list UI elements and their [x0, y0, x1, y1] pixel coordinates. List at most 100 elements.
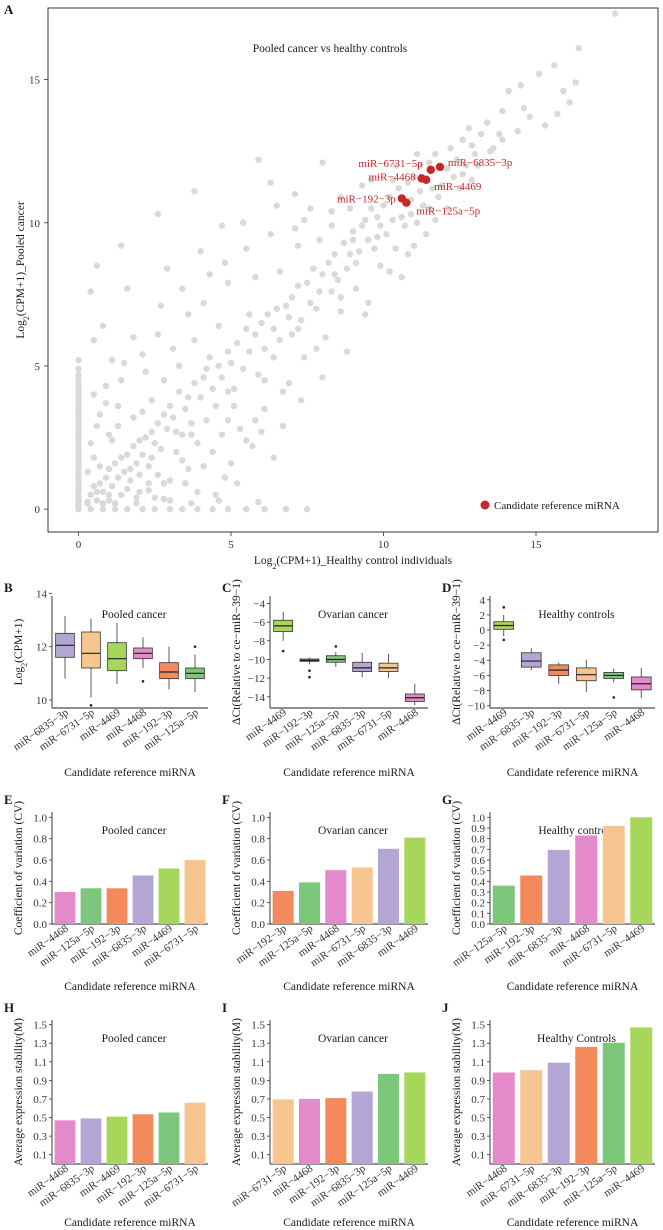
- bar: [404, 837, 426, 924]
- point-annotation: miR−125a−5p: [416, 206, 480, 218]
- y-tick-label: −6: [473, 670, 485, 682]
- x-axis-label: Candidate reference miRNA: [64, 1217, 196, 1229]
- data-point: [200, 299, 207, 307]
- data-point: [337, 294, 344, 301]
- data-point: [163, 265, 171, 272]
- data-point: [166, 497, 174, 504]
- y-tick-label: 12: [36, 642, 47, 654]
- y-tick-label: 0.9: [471, 1075, 485, 1087]
- y-tick-label: 0.9: [251, 1075, 265, 1087]
- data-point: [270, 454, 277, 461]
- data-point: [90, 482, 97, 490]
- data-point: [362, 311, 369, 318]
- data-point: [487, 147, 494, 155]
- y-tick-label: 1.3: [251, 1038, 265, 1050]
- chart-title: Healthy Controls: [537, 1033, 616, 1045]
- data-point: [212, 402, 219, 410]
- bar: [132, 1114, 154, 1164]
- data-point: [520, 105, 527, 112]
- y-tick-label: 0.7: [251, 1094, 265, 1106]
- y-tick-label: −14: [248, 692, 266, 704]
- outlier-point: [502, 638, 506, 642]
- data-point: [224, 279, 232, 287]
- data-point: [288, 294, 296, 301]
- data-point: [133, 500, 140, 507]
- x-axis-label-prefix: Log: [254, 555, 273, 567]
- data-point: [282, 505, 290, 513]
- y-tick-label: 0.8: [471, 834, 485, 846]
- data-point: [554, 110, 561, 118]
- data-point: [118, 454, 125, 461]
- data-point: [389, 216, 396, 224]
- panel-letter-f: F: [222, 792, 230, 807]
- data-point: [136, 437, 143, 444]
- data-point: [346, 251, 354, 258]
- data-point: [432, 216, 439, 224]
- data-point: [459, 136, 466, 143]
- data-point: [331, 271, 338, 278]
- highlight-point: [422, 175, 431, 185]
- y-tick-label: 0.2: [251, 898, 265, 910]
- y-tick-label: 0.7: [471, 844, 485, 856]
- data-point: [252, 331, 259, 338]
- box-4: [159, 646, 179, 690]
- data-point: [261, 377, 268, 384]
- y-tick-label: −8: [253, 636, 265, 648]
- box-5: [185, 645, 205, 692]
- data-point: [352, 285, 360, 292]
- data-point: [215, 322, 222, 330]
- box-4: [378, 653, 399, 679]
- bar: [602, 1042, 625, 1164]
- y-tick-label: 0.6: [251, 855, 265, 867]
- data-point: [450, 173, 457, 181]
- bar: [184, 860, 206, 924]
- y-tick-label: 0.3: [471, 1131, 485, 1143]
- data-point: [179, 285, 186, 292]
- y-axis-label: Log2(CPM+1): [13, 618, 29, 685]
- data-point: [108, 356, 116, 364]
- highlight-point: [426, 165, 435, 174]
- data-point: [206, 354, 213, 361]
- y-axis-label: Coefficient of variation (CV): [13, 801, 25, 935]
- bar: [630, 817, 653, 924]
- data-point: [276, 268, 283, 275]
- data-point: [407, 210, 415, 218]
- bar: [80, 1118, 102, 1164]
- x-axis-label: Candidate reference miRNA: [507, 767, 639, 779]
- data-point: [93, 488, 101, 496]
- data-point: [291, 225, 299, 232]
- y-tick-label: 0.1: [471, 908, 485, 920]
- data-point: [197, 248, 204, 255]
- data-point: [255, 371, 262, 378]
- bar: [325, 870, 347, 924]
- data-point: [172, 428, 180, 435]
- y-tick-label: 1.3: [471, 1038, 485, 1050]
- data-point: [319, 271, 326, 278]
- data-point: [365, 299, 372, 307]
- data-point: [438, 182, 445, 189]
- data-point: [282, 302, 290, 309]
- y-tick-label: 1.3: [33, 1038, 47, 1050]
- panel-letter-h: H: [4, 1000, 14, 1015]
- data-point: [301, 354, 308, 361]
- data-point: [108, 482, 116, 490]
- y-tick-label: 0.9: [471, 823, 485, 835]
- data-point: [166, 477, 174, 484]
- data-point: [352, 259, 360, 267]
- box-0: [493, 606, 515, 642]
- x-tick-label: 0: [76, 539, 82, 551]
- y-axis-label: Log2(CPM+1)_Pooled cancer: [15, 201, 31, 338]
- data-point: [514, 127, 521, 135]
- data-point: [185, 394, 192, 401]
- data-point: [127, 477, 134, 484]
- data-point: [130, 414, 137, 421]
- y-tick-label: 1.0: [251, 812, 265, 824]
- box-3: [575, 659, 597, 693]
- y-tick-label: 0.6: [471, 855, 485, 867]
- data-point: [294, 242, 302, 249]
- box-0: [55, 616, 75, 679]
- y-tick-label: 14: [36, 588, 48, 600]
- bar: [575, 1046, 598, 1164]
- box-2: [107, 622, 127, 684]
- data-point: [261, 345, 268, 352]
